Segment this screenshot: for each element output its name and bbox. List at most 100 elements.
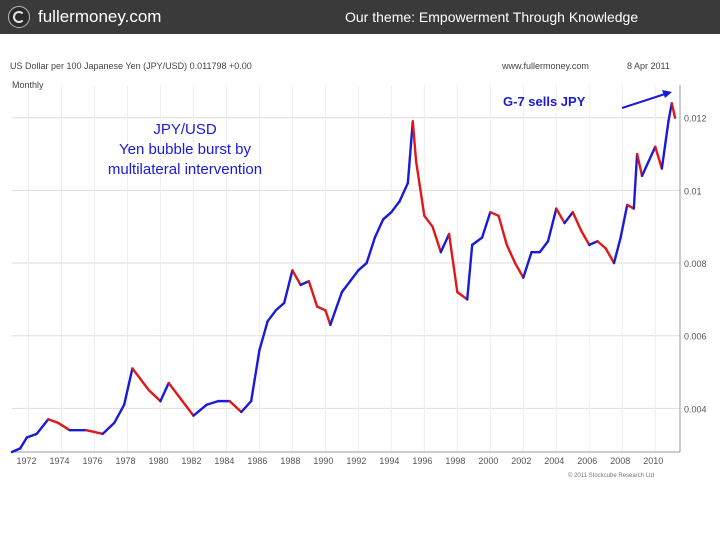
y-axis-ticks: 0.012 0.01 0.008 0.006 0.004 bbox=[684, 114, 707, 415]
series-segment bbox=[381, 210, 393, 221]
x-tick-label: 1984 bbox=[214, 456, 234, 466]
series-segment bbox=[373, 218, 385, 239]
x-tick-label: 2002 bbox=[511, 456, 531, 466]
series-segment bbox=[35, 418, 50, 436]
series-segment bbox=[423, 214, 434, 228]
series-segment bbox=[167, 381, 179, 396]
series-segment bbox=[538, 240, 550, 254]
y-tick-label: 0.004 bbox=[684, 404, 707, 414]
series-segment bbox=[183, 403, 195, 417]
series-segment bbox=[439, 232, 451, 254]
x-tick-label: 1998 bbox=[445, 456, 465, 466]
series-segment bbox=[431, 225, 443, 254]
chart-grid bbox=[12, 85, 680, 452]
series-segment bbox=[274, 301, 286, 312]
series-segment bbox=[456, 290, 469, 301]
annotation-main-line: JPY/USD bbox=[153, 121, 217, 138]
series-segment bbox=[390, 200, 401, 214]
y-tick-label: 0.006 bbox=[684, 332, 707, 342]
series-segment bbox=[19, 436, 29, 450]
series-segment bbox=[635, 152, 644, 178]
x-tick-label: 2004 bbox=[544, 456, 564, 466]
series-segment bbox=[329, 290, 344, 327]
price-chart: US Dollar per 100 Japanese Yen (JPY/USD)… bbox=[10, 61, 707, 479]
x-tick-label: 1990 bbox=[313, 456, 333, 466]
series-segment bbox=[147, 389, 162, 403]
series-segment bbox=[612, 236, 622, 265]
series-segment bbox=[571, 210, 583, 232]
series-segment bbox=[25, 432, 38, 439]
theme-tagline: Our theme: Empowerment Through Knowledge bbox=[345, 9, 639, 25]
series-segment bbox=[101, 421, 116, 436]
annotation-arrowhead bbox=[662, 90, 672, 98]
series-segment bbox=[660, 120, 670, 170]
series-segment bbox=[596, 240, 607, 250]
series-segment bbox=[122, 367, 134, 406]
series-segment bbox=[258, 319, 269, 352]
series-segment bbox=[497, 214, 509, 247]
chart-frequency: Monthly bbox=[12, 80, 44, 90]
annotation-main-line: multilateral intervention bbox=[108, 161, 262, 178]
x-tick-label: 2010 bbox=[643, 456, 663, 466]
series-segment bbox=[340, 280, 352, 294]
series-segment bbox=[470, 236, 484, 247]
x-tick-label: 2000 bbox=[478, 456, 498, 466]
series-segment bbox=[522, 250, 533, 279]
series-segment bbox=[307, 280, 319, 308]
series-segment bbox=[632, 152, 639, 210]
series-segment bbox=[619, 203, 629, 239]
series-segment bbox=[315, 305, 327, 312]
series-segment bbox=[667, 101, 673, 123]
series-segment bbox=[357, 261, 368, 272]
y-tick-label: 0.012 bbox=[684, 114, 707, 124]
x-tick-label: 1986 bbox=[247, 456, 267, 466]
series-segment bbox=[299, 280, 311, 287]
series-segment bbox=[348, 269, 360, 283]
x-tick-label: 1976 bbox=[82, 456, 102, 466]
y-tick-label: 0.008 bbox=[684, 259, 707, 269]
series-segment bbox=[159, 381, 170, 403]
x-tick-label: 1980 bbox=[148, 456, 168, 466]
series-segment bbox=[10, 447, 22, 454]
series-segment bbox=[240, 399, 253, 414]
series-segment bbox=[489, 210, 500, 218]
series-segment bbox=[563, 210, 574, 225]
x-tick-label: 1992 bbox=[346, 456, 366, 466]
chart-date: 8 Apr 2011 bbox=[627, 61, 670, 71]
x-tick-label: 1994 bbox=[379, 456, 399, 466]
brand-name: fullermoney.com bbox=[38, 7, 162, 26]
x-axis-ticks: 1972 1974 1976 1978 1980 1982 1984 1986 1988 1990… bbox=[16, 456, 663, 466]
annotation-main: JPY/USD Yen bubble burst by multilateral i… bbox=[108, 121, 262, 178]
x-tick-label: 1978 bbox=[115, 456, 135, 466]
series-segment bbox=[228, 399, 243, 414]
series-segment bbox=[480, 210, 492, 239]
series-segment bbox=[56, 421, 71, 432]
annotation-g7: G-7 sells JPY bbox=[503, 94, 586, 109]
series-segment bbox=[588, 240, 599, 247]
series-segment bbox=[139, 378, 151, 392]
series-segment bbox=[249, 349, 261, 403]
series-segment bbox=[406, 120, 414, 185]
chart-title: US Dollar per 100 Japanese Yen (JPY/USD)… bbox=[10, 61, 252, 71]
x-tick-label: 1972 bbox=[16, 456, 36, 466]
series-segment bbox=[291, 269, 302, 287]
series-segment bbox=[654, 145, 664, 170]
annotation-arrow bbox=[621, 92, 669, 109]
series-segment bbox=[175, 392, 187, 406]
series-segment bbox=[555, 207, 566, 225]
globe-logo-icon bbox=[8, 6, 30, 28]
series-segment bbox=[670, 101, 677, 119]
x-tick-label: 1974 bbox=[49, 456, 69, 466]
x-tick-label: 2008 bbox=[610, 456, 630, 466]
series-segment bbox=[604, 247, 616, 265]
x-tick-label: 1988 bbox=[280, 456, 300, 466]
x-tick-label: 1982 bbox=[181, 456, 201, 466]
series-segment bbox=[505, 243, 517, 265]
series-segment bbox=[192, 403, 208, 417]
series-segment bbox=[411, 120, 418, 163]
series-segment bbox=[324, 309, 332, 327]
x-tick-label: 2006 bbox=[577, 456, 597, 466]
series-segment bbox=[282, 269, 294, 305]
series-segment bbox=[546, 207, 558, 243]
header-bar: fullermoney.com Our theme: Empowerment T… bbox=[0, 0, 720, 34]
